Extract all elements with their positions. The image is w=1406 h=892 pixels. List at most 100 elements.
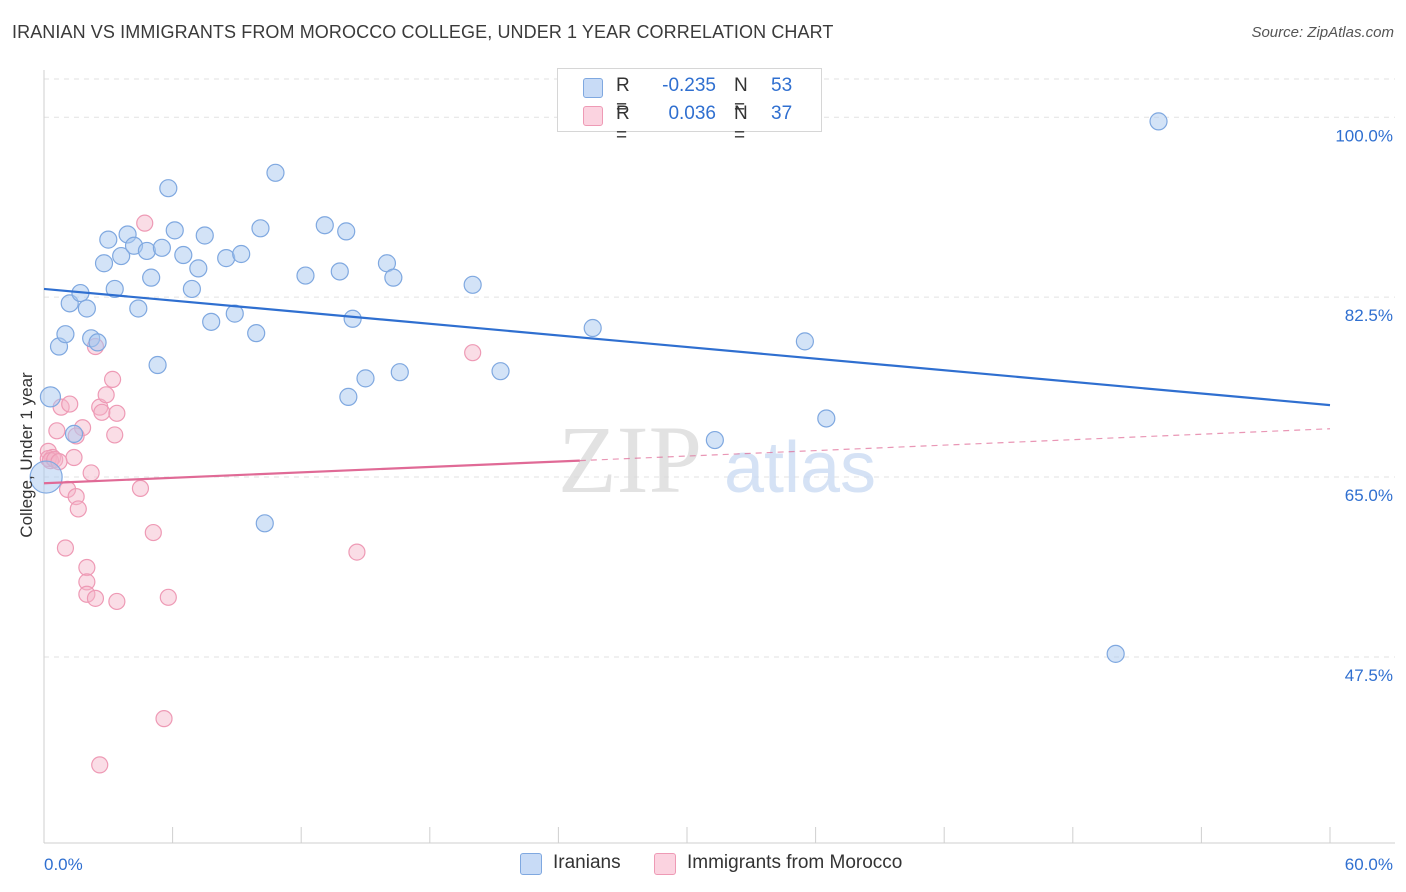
morocco-points [39, 214, 482, 774]
iranians-point [266, 163, 285, 182]
iranians-point [165, 221, 184, 240]
morocco-point [131, 479, 150, 497]
iranians-point [88, 333, 107, 352]
iranians-point [129, 299, 148, 318]
y-tick-label: 65.0% [1345, 486, 1393, 505]
iranians-point [217, 249, 236, 268]
morocco-point [106, 426, 124, 444]
legend-r-label: R = [616, 103, 630, 146]
iranians-point [795, 332, 814, 351]
iranians-point [105, 279, 124, 299]
iranians-point [296, 266, 315, 285]
iranians-point [182, 279, 201, 299]
iranians-point [356, 369, 375, 388]
bottom-legend-label-iranians: Iranians [553, 852, 621, 873]
iranians-point [29, 460, 63, 494]
iranians-point [148, 355, 167, 375]
iranians-point [339, 387, 358, 406]
iranians-point [174, 245, 193, 265]
iranians-point [817, 409, 836, 428]
y-tick-label: 82.5% [1345, 306, 1393, 325]
legend-n-label: N = [734, 75, 748, 118]
iranians-point [56, 325, 75, 344]
x-tick-label: 60.0% [1345, 855, 1393, 874]
iranians-point [142, 268, 161, 287]
iranians-point [39, 386, 62, 408]
legend-n-label: N = [734, 103, 748, 146]
y-tick-label: 100.0% [1335, 126, 1393, 145]
morocco-point [136, 214, 154, 232]
x-tick-label: 0.0% [44, 855, 83, 874]
iranians-point [337, 222, 356, 241]
morocco-point [78, 573, 96, 591]
axes [43, 70, 1395, 844]
morocco-point [78, 585, 96, 603]
legend-swatch-iranians [583, 78, 603, 98]
iranians-point [189, 259, 208, 278]
iranians-point [152, 238, 171, 257]
morocco-trend-line [43, 459, 580, 485]
watermark: ZIP atlas [558, 406, 876, 513]
iranians-points [29, 112, 1168, 663]
iranians-point [315, 216, 334, 235]
morocco-point [82, 464, 100, 482]
morocco-point [48, 422, 66, 440]
iranians-point [112, 246, 131, 266]
morocco-point [103, 370, 122, 389]
morocco-point [91, 756, 109, 774]
morocco-point [155, 710, 173, 728]
iranians-point [64, 424, 84, 443]
legend-r-value: 0.036 [668, 103, 716, 124]
morocco-point [108, 592, 126, 611]
iranians-trend-line [43, 287, 1331, 407]
morocco-point [86, 589, 105, 607]
morocco-point [159, 588, 177, 606]
morocco-point [69, 500, 87, 518]
morocco-point [464, 344, 482, 362]
iranians-point [202, 312, 221, 331]
iranians-point [384, 268, 403, 287]
watermark-atlas: atlas [724, 428, 876, 508]
bottom-legend-label-morocco: Immigrants from Morocco [687, 852, 903, 873]
morocco-point [56, 539, 75, 557]
morocco-point [65, 448, 83, 467]
gridlines [44, 78, 1395, 658]
iranians-point [463, 275, 482, 294]
bottom-legend-swatch-iranians [520, 853, 542, 875]
watermark-zip: ZIP [558, 406, 702, 513]
iranians-point [247, 324, 266, 343]
legend-r-value: -0.235 [662, 75, 716, 96]
iranians-point [77, 299, 96, 318]
iranians-point [232, 244, 251, 264]
iranians-point [94, 254, 114, 273]
stats-legend: R = -0.235 N = 53 R = 0.036 N = 37 [557, 68, 822, 146]
morocco-point [97, 386, 115, 404]
morocco-point [93, 403, 111, 421]
iranians-point [137, 241, 156, 261]
iranians-point [99, 230, 118, 249]
iranians-point [390, 363, 409, 382]
source-label: Source: ZipAtlas.com [1251, 24, 1394, 41]
legend-n-value: 53 [771, 75, 793, 96]
iranians-point [343, 309, 362, 328]
morocco-point [108, 404, 126, 422]
legend-swatch-morocco [583, 106, 603, 126]
iranians-point [705, 430, 724, 450]
iranians-point [330, 262, 349, 281]
y-axis-label: College, Under 1 year [17, 372, 36, 538]
trend-lines [43, 287, 1331, 485]
chart-title: IRANIAN VS IMMIGRANTS FROM MOROCCO COLLE… [12, 22, 834, 42]
iranians-point [583, 318, 602, 338]
morocco-point [78, 558, 96, 577]
y-tick-label: 47.5% [1345, 666, 1393, 685]
iranians-point [255, 514, 274, 533]
morocco-point [61, 395, 79, 413]
iranians-point [251, 219, 270, 238]
iranians-point [1149, 112, 1168, 131]
iranians-point [159, 179, 178, 198]
iranians-point [195, 226, 214, 245]
iranians-point [1106, 644, 1125, 663]
tick-labels: 47.5% 65.0% 82.5% 100.0% 0.0% 60.0% [44, 126, 1393, 874]
morocco-trend-extension [579, 428, 1331, 462]
